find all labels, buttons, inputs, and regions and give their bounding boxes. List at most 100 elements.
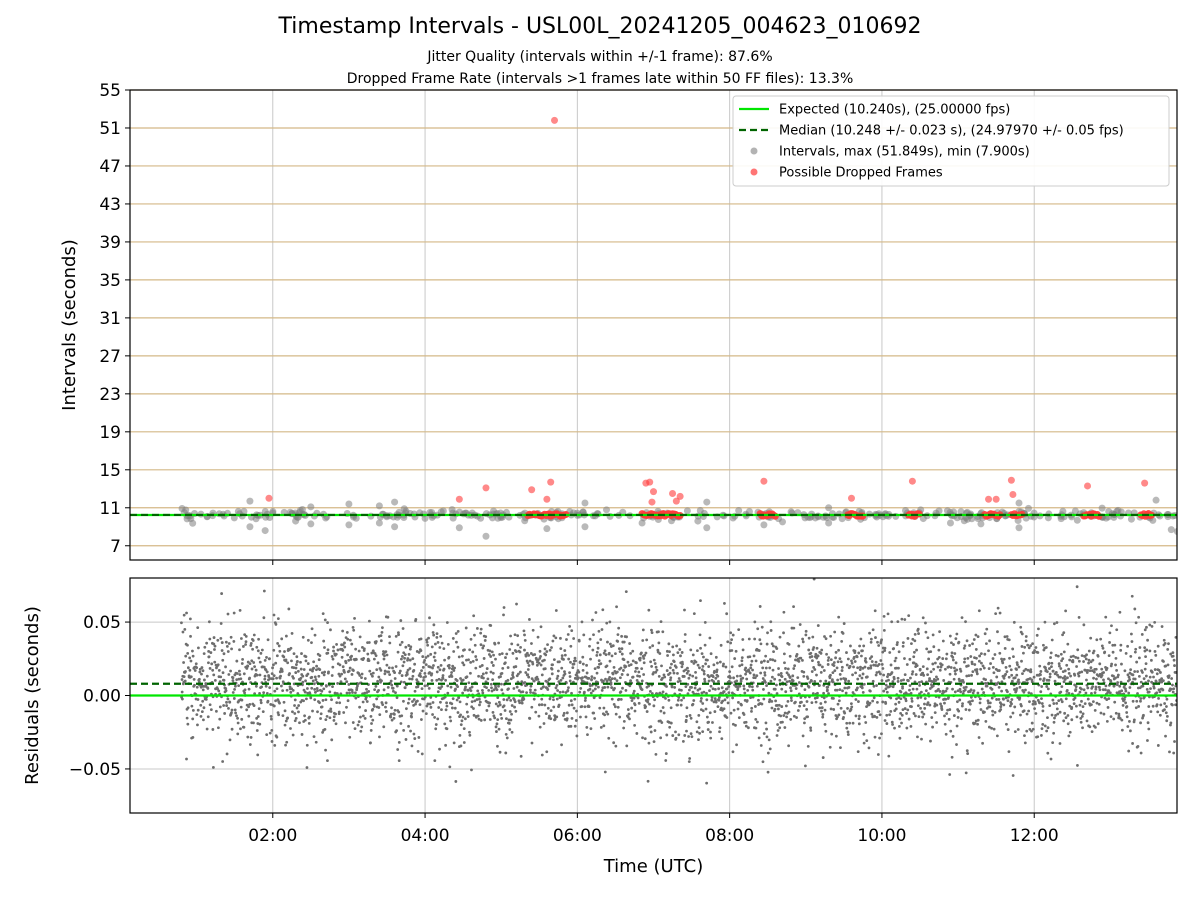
residual-point (650, 631, 654, 634)
residual-point (376, 661, 380, 665)
residual-point (468, 686, 472, 690)
residual-point (600, 628, 604, 631)
residual-point (920, 680, 924, 684)
residual-point (515, 602, 518, 606)
residual-point (963, 688, 967, 692)
residual-point (1093, 691, 1097, 695)
residual-point (275, 687, 279, 691)
residual-point (548, 648, 552, 652)
residual-point (697, 713, 701, 717)
residual-point (1006, 699, 1010, 703)
residual-point (393, 677, 397, 680)
residual-point (482, 644, 486, 648)
residual-point (369, 714, 373, 718)
residual-point (1171, 683, 1174, 687)
residual-point (399, 680, 403, 684)
residual-point (1091, 658, 1095, 662)
residual-point (690, 686, 693, 689)
residual-point (786, 667, 790, 671)
residual-point (1053, 716, 1056, 720)
residual-point (265, 691, 269, 695)
residual-point (360, 672, 364, 676)
residual-point (566, 689, 570, 692)
residual-point (657, 674, 661, 678)
residual-point (220, 592, 224, 595)
residual-point (847, 679, 851, 683)
residual-point (837, 699, 841, 703)
residual-point (426, 643, 430, 647)
interval-point (1105, 508, 1113, 516)
residual-point (294, 666, 298, 670)
residual-point (462, 663, 466, 667)
residual-point (310, 627, 314, 631)
residual-point (664, 752, 668, 755)
residual-point (966, 664, 970, 668)
residual-point (1029, 670, 1033, 674)
residual-point (714, 676, 718, 680)
residual-point (1087, 661, 1090, 665)
residual-point (1063, 711, 1067, 715)
residual-point (717, 696, 721, 699)
residual-point (840, 669, 844, 672)
residual-point (755, 674, 759, 678)
residual-point (436, 641, 440, 644)
residual-point (910, 697, 914, 700)
residual-point (705, 698, 709, 702)
residual-point (885, 679, 888, 683)
residual-point (1072, 702, 1076, 706)
residual-point (1134, 647, 1138, 651)
residual-point (276, 642, 280, 645)
residual-point (1089, 703, 1093, 706)
residual-point (195, 685, 199, 689)
residual-point (1152, 675, 1155, 679)
residual-point (797, 681, 801, 684)
residual-point (184, 670, 187, 673)
residual-point (536, 635, 540, 639)
legend-box (732, 95, 1170, 187)
residual-point (480, 664, 484, 667)
residual-point (917, 681, 921, 684)
residual-point (612, 666, 616, 669)
residual-point (276, 617, 280, 621)
residual-point (954, 661, 958, 665)
residual-point (961, 692, 965, 695)
residual-point (672, 660, 676, 664)
residual-point (1120, 689, 1124, 693)
residual-point (326, 621, 329, 624)
residual-point (694, 660, 698, 664)
residual-point (1029, 668, 1033, 672)
residual-point (471, 659, 475, 663)
residual-point (1063, 677, 1067, 681)
residual-point (513, 705, 516, 709)
residual-point (881, 650, 885, 654)
residual-point (489, 655, 493, 658)
residual-point (186, 722, 190, 726)
residual-point (338, 674, 342, 678)
residual-point (997, 685, 1001, 689)
residual-point (861, 690, 865, 694)
residual-point (1128, 678, 1132, 681)
residual-point (653, 662, 657, 665)
residual-point (529, 691, 532, 694)
residual-point (424, 656, 428, 659)
residual-point (856, 666, 860, 670)
residual-point (834, 650, 838, 654)
residual-point (320, 671, 324, 675)
residual-point (890, 671, 894, 674)
residual-point (492, 653, 495, 657)
residual-point (530, 642, 533, 645)
residual-point (753, 620, 757, 624)
residual-point (994, 612, 998, 615)
residual-point (903, 618, 907, 621)
residual-point (522, 629, 526, 633)
residual-point (953, 666, 956, 670)
residual-point (757, 698, 760, 702)
residual-point (845, 651, 848, 654)
residual-point (1107, 677, 1110, 681)
residual-point (1098, 685, 1101, 689)
residual-point (990, 688, 994, 691)
residual-point (1071, 660, 1075, 664)
residual-point (420, 718, 423, 721)
residual-point (1030, 721, 1034, 725)
residual-point (1160, 677, 1164, 681)
